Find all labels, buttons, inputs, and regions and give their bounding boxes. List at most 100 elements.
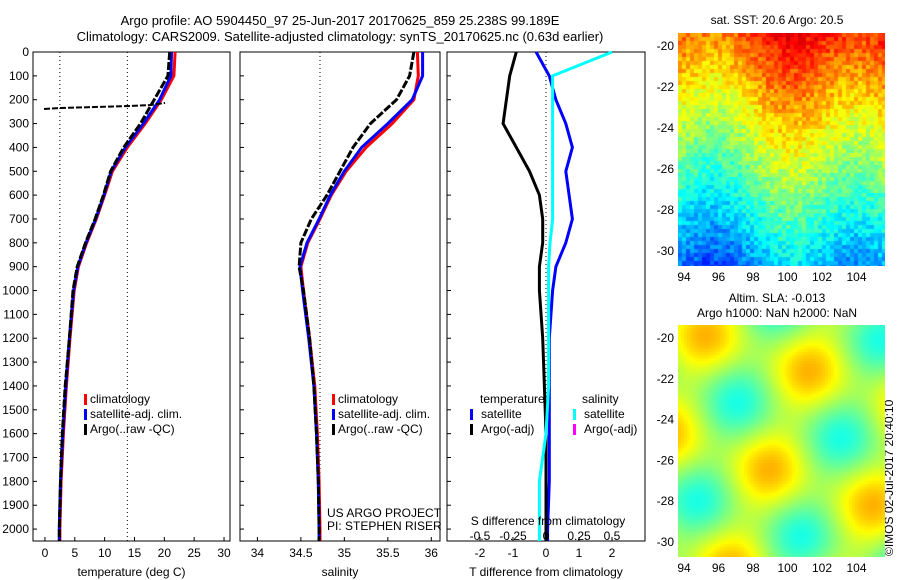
series-line-satellite-adj-clim- xyxy=(57,51,173,541)
y-tick-label: 0 xyxy=(22,45,29,59)
map-lat-tick: -20 xyxy=(657,331,675,345)
x-tick-label: 5 xyxy=(71,546,78,560)
y-tick-label: 100 xyxy=(9,69,29,83)
legend-label: Argo(-adj) xyxy=(481,422,534,436)
y-tick-label: 900 xyxy=(9,260,29,274)
x2-tick-label: 0.5 xyxy=(604,529,621,543)
y-tick-label: 1600 xyxy=(2,427,29,441)
map-lon-tick: 94 xyxy=(677,561,691,575)
y-tick-label: 1000 xyxy=(2,284,29,298)
map-lon-tick: 98 xyxy=(746,270,760,284)
legend-label: climatology xyxy=(90,392,150,406)
legend-swatch xyxy=(470,424,473,435)
legend-label: climatology xyxy=(338,392,398,406)
map-lat-tick: -22 xyxy=(657,80,675,94)
y-tick-label: 2000 xyxy=(2,522,29,536)
y-tick-label: 1200 xyxy=(2,331,29,345)
x-tick-label: 34.5 xyxy=(289,546,313,560)
title-line-2: Climatology: CARS2009. Satellite-adjuste… xyxy=(77,29,604,44)
legend-label: satellite xyxy=(584,407,625,421)
y-tick-label: 600 xyxy=(9,188,29,202)
y-tick-label: 1500 xyxy=(2,403,29,417)
x-tick-label: 36 xyxy=(425,546,439,560)
map-lat-tick: -22 xyxy=(657,372,675,386)
y-tick-label: 700 xyxy=(9,212,29,226)
map-bottom-title-1: Altim. SLA: -0.013 xyxy=(729,291,826,305)
title-line-1: Argo profile: AO 5904450_97 25-Jun-2017 … xyxy=(121,13,560,28)
x2-tick-label: 0.25 xyxy=(567,529,591,543)
credit-text: ©IMOS 02-Jul-2017 20:40:10 xyxy=(882,399,896,556)
legend-swatch xyxy=(470,409,473,420)
map-lon-tick: 102 xyxy=(812,270,832,284)
x-tick-label: 15 xyxy=(128,546,142,560)
legend-label: satellite xyxy=(481,407,522,421)
x2-tick-label: -0.25 xyxy=(499,529,527,543)
x-tick-label: 34 xyxy=(251,546,265,560)
y-tick-label: 1400 xyxy=(2,379,29,393)
legend-swatch xyxy=(573,424,576,435)
legend-label: Argo(-adj) xyxy=(584,422,637,436)
x-axis-label: salinity xyxy=(322,565,359,579)
x-axis-label: T difference from climatology xyxy=(469,565,623,579)
y-tick-label: 1800 xyxy=(2,474,29,488)
x-tick-label: 25 xyxy=(188,546,202,560)
x2-axis-label: S difference from climatology xyxy=(471,514,626,528)
map-lon-tick: 94 xyxy=(677,270,691,284)
y-tick-label: 300 xyxy=(9,117,29,131)
y-tick-label: 500 xyxy=(9,164,29,178)
map-lon-tick: 104 xyxy=(846,270,866,284)
legend-swatch xyxy=(84,394,87,405)
x-axis-label: temperature (deg C) xyxy=(77,565,185,579)
map-lat-tick: -28 xyxy=(657,203,675,217)
series-line-s-satellite xyxy=(537,50,613,541)
x-tick-label: 35 xyxy=(338,546,352,560)
legend-swatch xyxy=(332,394,335,405)
series-line-argo-raw-qc- xyxy=(57,51,172,541)
map-lat-tick: -30 xyxy=(657,244,675,258)
map-lon-tick: 104 xyxy=(846,561,866,575)
legend-title-temperature: temperature xyxy=(480,392,545,406)
map-lat-tick: -24 xyxy=(657,413,675,427)
map-lat-tick: -26 xyxy=(657,162,675,176)
series-line-argo-raw-qc- xyxy=(297,51,416,541)
panel-frame-1 xyxy=(239,51,441,542)
map-top-title: sat. SST: 20.6 Argo: 20.5 xyxy=(711,13,844,27)
x-tick-label: 0 xyxy=(42,546,49,560)
argo-spike xyxy=(43,102,166,110)
map-lat-tick: -26 xyxy=(657,453,675,467)
x-tick-label: 10 xyxy=(98,546,112,560)
x-tick-label: 0 xyxy=(543,546,550,560)
y-tick-label: 1700 xyxy=(2,451,29,465)
panel-frame-0 xyxy=(32,51,231,542)
x-tick-label: -1 xyxy=(508,546,519,560)
x2-tick-label: 0 xyxy=(543,529,550,543)
map-lat-tick: -28 xyxy=(657,494,675,508)
x-tick-label: 1 xyxy=(576,546,583,560)
sla-map xyxy=(678,325,885,557)
y-tick-label: 200 xyxy=(9,93,29,107)
map-lon-tick: 100 xyxy=(777,270,797,284)
series-line-t-satellite xyxy=(534,51,574,541)
legend-label: Argo(..raw -QC) xyxy=(338,422,423,436)
legend-swatch xyxy=(84,409,87,420)
map-lon-tick: 102 xyxy=(812,561,832,575)
map-lat-tick: -20 xyxy=(657,39,675,53)
map-bottom-title-2: Argo h1000: NaN h2000: NaN xyxy=(697,306,857,320)
x-tick-label: 35.5 xyxy=(376,546,400,560)
project-line-2: PI: STEPHEN RISER xyxy=(327,519,442,533)
series-line-t-argo-adj- xyxy=(501,51,548,541)
x-tick-label: 30 xyxy=(217,546,231,560)
legend-label: satellite-adj. clim. xyxy=(338,407,430,421)
legend-swatch xyxy=(84,424,87,435)
sst-map xyxy=(678,33,885,266)
project-line-1: US ARGO PROJECT xyxy=(327,506,442,520)
y-tick-label: 1300 xyxy=(2,355,29,369)
map-lat-tick: -30 xyxy=(657,535,675,549)
legend-label: satellite-adj. clim. xyxy=(90,407,182,421)
map-lat-tick: -24 xyxy=(657,121,675,135)
legend-swatch xyxy=(332,424,335,435)
map-lon-tick: 98 xyxy=(746,561,760,575)
legend-label: Argo(..raw -QC) xyxy=(90,422,175,436)
